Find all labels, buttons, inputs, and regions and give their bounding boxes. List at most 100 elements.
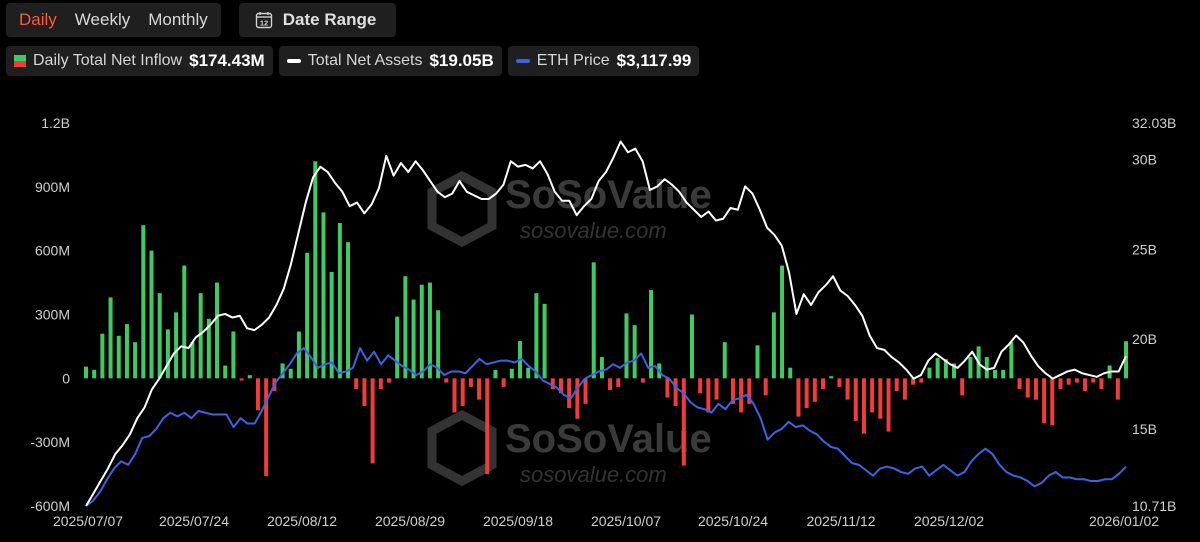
inflow-bar[interactable] xyxy=(215,282,220,379)
inflow-bar[interactable] xyxy=(755,345,760,379)
inflow-bar[interactable] xyxy=(771,312,776,379)
inflow-bar[interactable] xyxy=(665,378,670,398)
inflow-bar[interactable] xyxy=(436,310,441,379)
inflow-bar[interactable] xyxy=(968,357,973,379)
inflow-bar[interactable] xyxy=(878,378,883,419)
legend-price[interactable]: ETH Price $3,117.99 xyxy=(507,46,700,76)
inflow-bar[interactable] xyxy=(796,378,801,417)
inflow-bar[interactable] xyxy=(788,367,793,379)
inflow-bar[interactable] xyxy=(165,329,170,379)
inflow-bar[interactable] xyxy=(542,303,547,379)
inflow-bar[interactable] xyxy=(714,378,719,400)
inflow-bar[interactable] xyxy=(706,378,711,413)
inflow-bar[interactable] xyxy=(935,358,940,379)
inflow-bar[interactable] xyxy=(460,378,465,406)
period-daily-tab[interactable]: Daily xyxy=(19,10,57,29)
inflow-bar[interactable] xyxy=(649,290,654,379)
inflow-bar[interactable] xyxy=(509,368,514,379)
inflow-bar[interactable] xyxy=(92,369,97,379)
eth-price-line[interactable] xyxy=(85,347,1127,507)
inflow-bar[interactable] xyxy=(927,367,932,379)
inflow-bar[interactable] xyxy=(984,357,989,379)
inflow-bar[interactable] xyxy=(558,378,563,394)
inflow-bar[interactable] xyxy=(747,378,752,404)
inflow-bar[interactable] xyxy=(280,363,285,379)
inflow-bar[interactable] xyxy=(1009,342,1014,379)
inflow-bar[interactable] xyxy=(108,297,113,379)
inflow-bar[interactable] xyxy=(837,378,842,387)
inflow-bar[interactable] xyxy=(411,299,416,379)
inflow-bar[interactable] xyxy=(1050,378,1055,426)
inflow-bar[interactable] xyxy=(223,365,228,379)
inflow-bar[interactable] xyxy=(599,357,604,379)
inflow-bar[interactable] xyxy=(1058,378,1063,389)
inflow-bar[interactable] xyxy=(247,375,252,379)
inflow-bar[interactable] xyxy=(1042,378,1047,424)
inflow-bar[interactable] xyxy=(534,293,539,379)
inflow-bar[interactable] xyxy=(919,378,924,383)
period-weekly-tab[interactable]: Weekly xyxy=(74,10,131,29)
inflow-bar[interactable] xyxy=(689,314,694,379)
inflow-bar[interactable] xyxy=(616,378,621,387)
inflow-bar[interactable] xyxy=(141,225,146,379)
inflow-bar[interactable] xyxy=(395,316,400,379)
inflow-bar[interactable] xyxy=(468,378,473,387)
inflow-bar[interactable] xyxy=(992,369,997,379)
inflow-bar[interactable] xyxy=(321,212,326,379)
inflow-bar[interactable] xyxy=(427,282,432,379)
inflow-bar[interactable] xyxy=(206,318,211,379)
inflow-bar[interactable] xyxy=(722,342,727,379)
inflow-bar[interactable] xyxy=(386,378,391,383)
inflow-bar[interactable] xyxy=(1083,378,1088,392)
date-range-button[interactable]: 12 Date Range xyxy=(238,3,397,37)
inflow-bar[interactable] xyxy=(403,276,408,379)
inflow-bar[interactable] xyxy=(329,271,334,379)
inflow-bar[interactable] xyxy=(1025,378,1030,398)
inflow-bar[interactable] xyxy=(313,161,318,379)
inflow-bar[interactable] xyxy=(182,265,187,379)
inflow-bar[interactable] xyxy=(149,250,154,379)
inflow-bar[interactable] xyxy=(354,378,359,389)
inflow-bar[interactable] xyxy=(231,331,236,379)
inflow-bar[interactable] xyxy=(960,378,965,396)
inflow-bar[interactable] xyxy=(526,367,531,379)
inflow-bar[interactable] xyxy=(116,335,121,379)
inflow-bar[interactable] xyxy=(1001,369,1006,379)
inflow-bar[interactable] xyxy=(362,378,367,406)
inflow-bar[interactable] xyxy=(1115,378,1120,400)
inflow-bar[interactable] xyxy=(870,378,875,413)
inflow-bar[interactable] xyxy=(763,378,768,396)
inflow-bar[interactable] xyxy=(452,378,457,413)
inflow-bar[interactable] xyxy=(608,378,613,391)
inflow-bar[interactable] xyxy=(894,378,899,392)
period-monthly-tab[interactable]: Monthly xyxy=(148,10,208,29)
inflow-bar[interactable] xyxy=(1124,341,1128,379)
inflow-bar[interactable] xyxy=(501,378,506,387)
inflow-bar[interactable] xyxy=(821,378,826,389)
inflow-bar[interactable] xyxy=(853,378,858,421)
inflow-bar[interactable] xyxy=(477,378,482,400)
inflow-bar[interactable] xyxy=(419,284,424,379)
inflow-bar[interactable] xyxy=(346,242,351,379)
inflow-bar[interactable] xyxy=(1091,378,1096,383)
inflow-bar[interactable] xyxy=(845,378,850,400)
inflow-bar[interactable] xyxy=(640,378,645,383)
inflow-bar[interactable] xyxy=(337,223,342,379)
inflow-bar[interactable] xyxy=(485,378,490,475)
legend-assets[interactable]: Total Net Assets $19.05B xyxy=(278,46,502,76)
inflow-bar[interactable] xyxy=(444,378,449,383)
inflow-bar[interactable] xyxy=(583,378,588,404)
inflow-bar[interactable] xyxy=(624,313,629,379)
inflow-bar[interactable] xyxy=(886,378,891,432)
inflow-bar[interactable] xyxy=(739,378,744,413)
inflow-bar[interactable] xyxy=(591,262,596,379)
inflow-bar[interactable] xyxy=(952,363,957,379)
inflow-bar[interactable] xyxy=(943,359,948,379)
inflow-bar[interactable] xyxy=(255,378,260,411)
inflow-bar[interactable] xyxy=(264,378,269,477)
legend-inflow[interactable]: Daily Total Net Inflow $174.43M xyxy=(6,46,273,76)
inflow-bar[interactable] xyxy=(198,293,203,379)
inflow-bar[interactable] xyxy=(902,378,907,400)
inflow-bar[interactable] xyxy=(1074,378,1079,383)
